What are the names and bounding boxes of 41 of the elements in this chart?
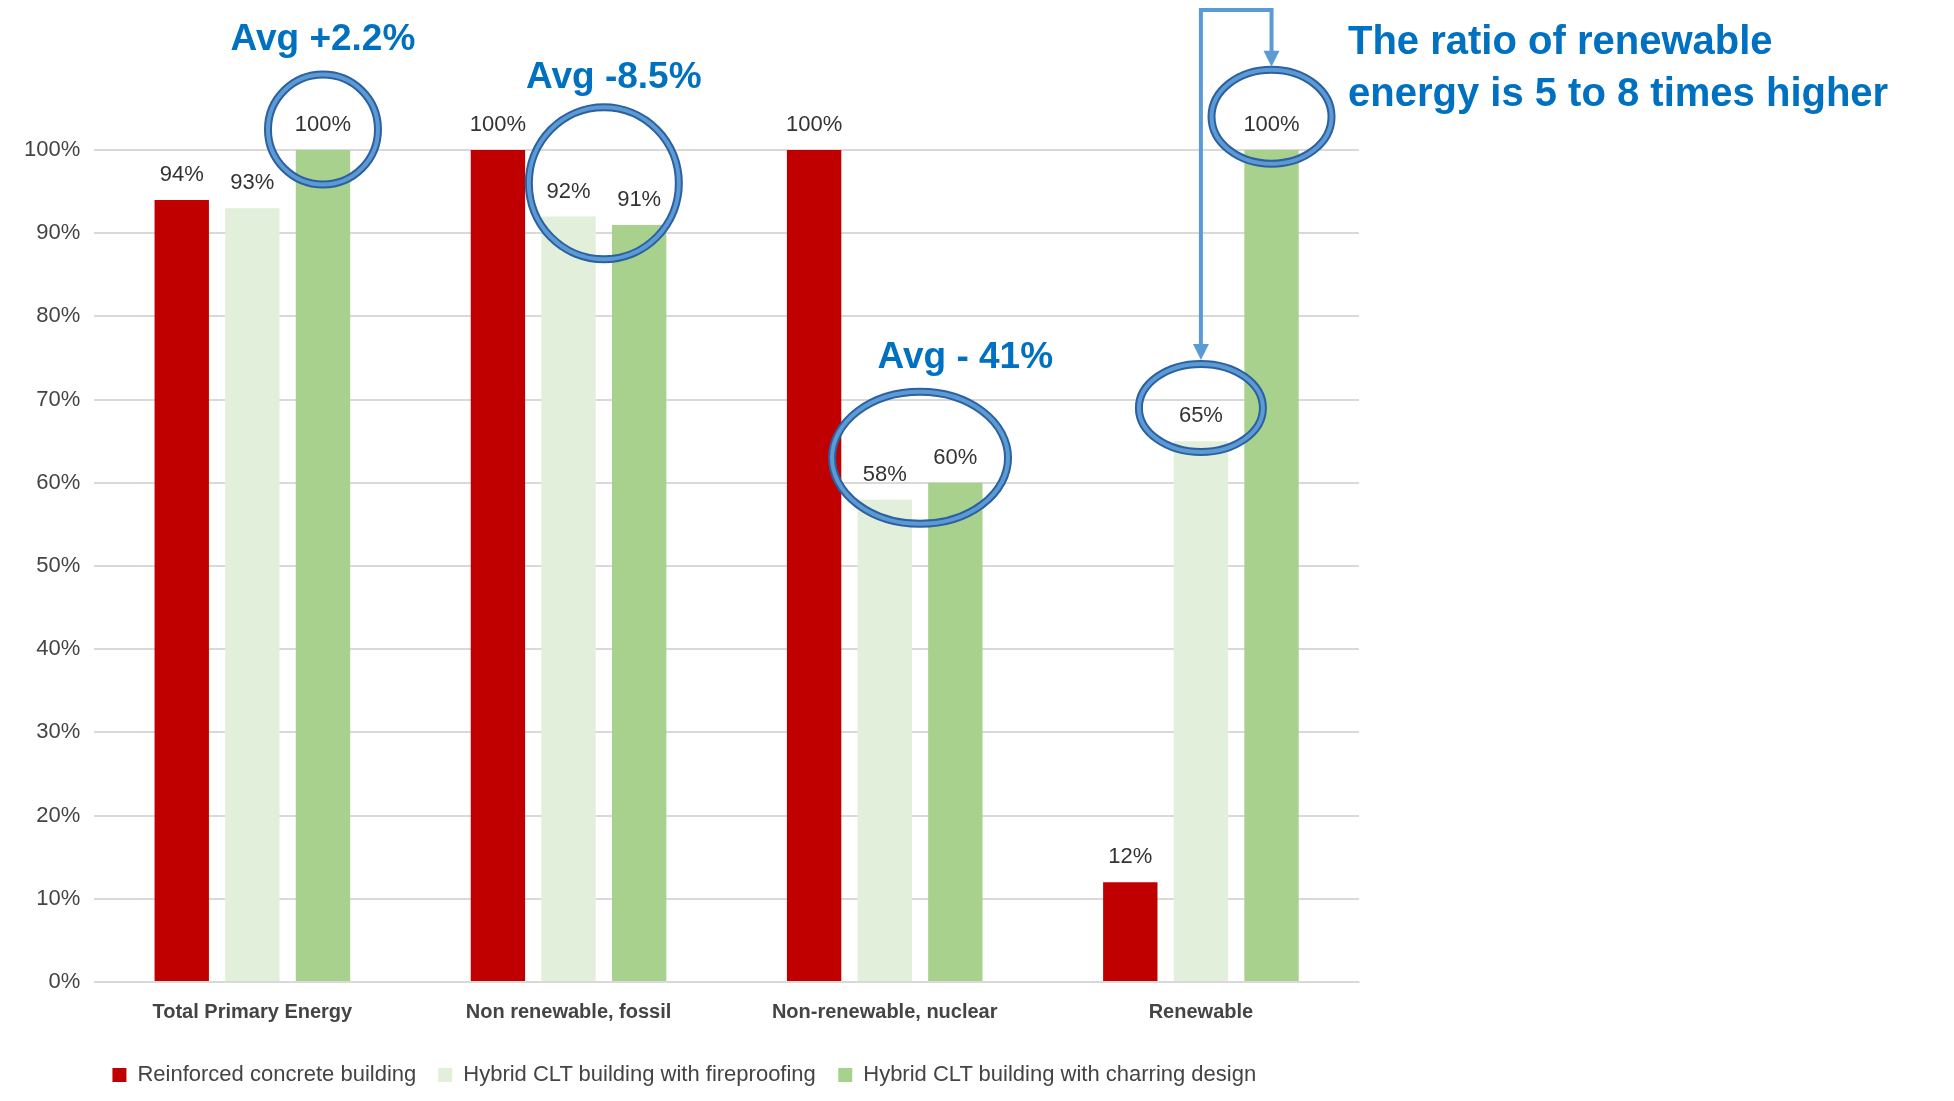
data-label: 94%: [159, 160, 204, 186]
x-tick-label: Non-renewable, nuclear: [771, 999, 998, 1022]
bar: [786, 150, 842, 981]
data-label: 12%: [1108, 843, 1153, 869]
bar: [1103, 882, 1158, 981]
y-tick-label: 30%: [36, 718, 81, 744]
y-tick-label: 10%: [36, 884, 81, 910]
bar: [928, 482, 983, 981]
x-tick-label: Total Primary Energy: [152, 999, 354, 1022]
y-tick-label: 60%: [36, 468, 81, 494]
text: The ratio of renewable energy is 5 to 8 times higher: [1348, 18, 1889, 115]
y-tick-label: 80%: [36, 302, 81, 328]
bar: [225, 208, 280, 981]
data-label: 60%: [933, 443, 978, 469]
bar: [857, 499, 912, 981]
y-tick-label: 90%: [36, 219, 81, 245]
annotation: Avg - 41%: [877, 335, 1054, 377]
data-label: 65%: [1178, 402, 1223, 428]
y-tick-label: 40%: [36, 635, 81, 661]
x-tick-label: Non renewable, fossil: [465, 999, 672, 1022]
data-label: 100%: [294, 111, 352, 137]
data-label: 100%: [469, 111, 527, 137]
y-tick-label: 20%: [36, 801, 81, 827]
x-tick-label: Renewable: [1148, 999, 1254, 1022]
data-label: 58%: [862, 460, 907, 486]
y-tick-label: 50%: [36, 552, 81, 578]
data-label: 100%: [1243, 111, 1300, 137]
y-tick-label: 0%: [48, 968, 81, 994]
legend-label: Hybrid CLT building with fireproofing: [463, 1061, 816, 1087]
text: Avg +2.2%: [230, 17, 416, 59]
bar: [470, 150, 526, 981]
data-label: 100%: [785, 111, 843, 137]
data-label: 91%: [617, 185, 662, 211]
text: Avg -8.5%: [526, 55, 702, 97]
y-tick-label: 100%: [23, 136, 81, 162]
legend-label: Reinforced concrete building: [137, 1061, 417, 1087]
data-label: 93%: [230, 169, 275, 195]
y-tick-label: 70%: [36, 385, 81, 411]
bar: [154, 199, 209, 981]
data-label: 92%: [546, 177, 591, 203]
legend-label: Hybrid CLT building with charring design: [863, 1061, 1257, 1087]
